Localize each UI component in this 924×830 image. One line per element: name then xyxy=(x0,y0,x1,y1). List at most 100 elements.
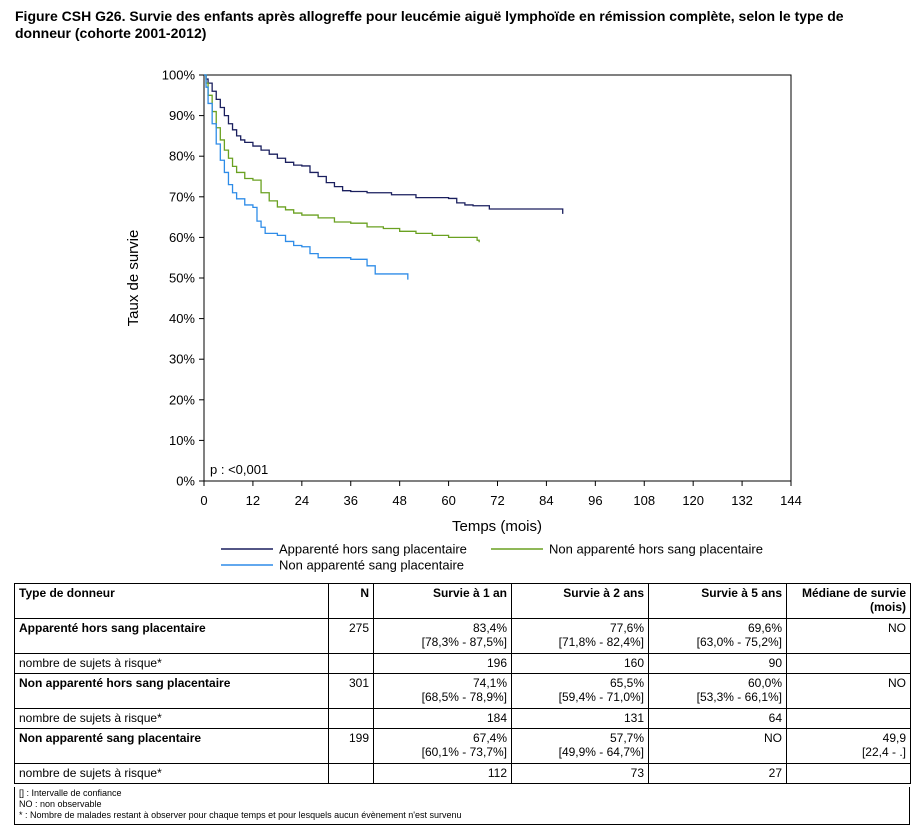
at-risk-1y-cell: 196 xyxy=(373,653,512,674)
survival-5y-cell-value: [63,0% - 75,2%] xyxy=(696,635,782,649)
n-cell: 199 xyxy=(328,728,374,764)
at-risk-2y-cell: 131 xyxy=(511,708,649,729)
y-tick-label: 50% xyxy=(169,271,195,286)
y-axis-label: Taux de survie xyxy=(125,230,142,327)
at-risk-2y-cell-value: 131 xyxy=(623,711,644,725)
survival-1y-cell: 83,4% [78,3% - 87,5%] xyxy=(373,618,512,654)
at-risk-1y-cell-value: 184 xyxy=(486,711,507,725)
at-risk-5y-cell: 27 xyxy=(648,763,787,784)
x-tick-label: 36 xyxy=(344,493,358,508)
y-tick-label: 20% xyxy=(169,392,195,407)
survival-2y-cell-value: [59,4% - 71,0%] xyxy=(558,690,644,704)
plot-frame xyxy=(203,74,792,482)
at-risk-1y-cell-value: 196 xyxy=(486,656,507,670)
survival-5y-cell-value: NO xyxy=(764,731,782,745)
at-risk-1y-cell-value: 112 xyxy=(487,766,507,780)
series-line-2 xyxy=(204,74,480,243)
survival-5y-cell-value: [53,3% - 66,1%] xyxy=(696,690,782,704)
col-header-n: N xyxy=(328,583,374,619)
donor-type-cell-value: Apparenté hors sang placentaire xyxy=(19,621,206,635)
col-header-donor-type: Type de donneur xyxy=(14,583,329,619)
col-header-survival-5y: Survie à 5 ans xyxy=(648,583,787,619)
y-tick-label: 80% xyxy=(169,149,195,164)
y-tick-label: 60% xyxy=(169,230,195,245)
donor-type-cell: Non apparenté hors sang placentaire xyxy=(14,673,329,709)
table-row: Non apparenté sang placentaire 199 67,4% [6… xyxy=(14,728,911,764)
at-risk-5y-cell: 64 xyxy=(648,708,787,729)
at-risk-2y-cell-value: 160 xyxy=(623,656,644,670)
at-risk-label-cell: nombre de sujets à risque* xyxy=(14,763,329,784)
x-tick-label: 24 xyxy=(295,493,309,508)
survival-2y-cell: 77,6% [71,8% - 82,4%] xyxy=(511,618,649,654)
y-tick-label: 40% xyxy=(169,311,195,326)
col-header-median: Médiane de survie (mois) xyxy=(786,583,911,619)
x-tick-label: 48 xyxy=(392,493,406,508)
median-cell-value: 49,9 xyxy=(882,731,906,745)
survival-1y-cell-value: 67,4% xyxy=(472,731,507,745)
survival-table: Type de donneur N Survie à 1 an Survie à… xyxy=(14,583,911,784)
median-cell-value: NO xyxy=(888,621,906,635)
legend-label: Non apparenté hors sang placentaire xyxy=(549,542,763,557)
series-line-1 xyxy=(204,74,564,214)
survival-2y-cell: 65,5% [59,4% - 71,0%] xyxy=(511,673,649,709)
survival-1y-cell-value: 74,1% xyxy=(472,676,507,690)
table-row-at-risk: nombre de sujets à risque* 196 160 90 xyxy=(14,653,911,674)
x-tick-label: 72 xyxy=(490,493,504,508)
y-tick-label: 0% xyxy=(176,474,195,489)
at-risk-label-cell-value: nombre de sujets à risque* xyxy=(19,766,162,780)
median-cell-value: [22,4 - .] xyxy=(861,745,906,759)
survival-5y-cell-value: 69,6% xyxy=(747,621,782,635)
at-risk-2y-cell: 160 xyxy=(511,653,649,674)
at-risk-label-cell-value: nombre de sujets à risque* xyxy=(19,656,162,670)
survival-5y-cell: 69,6% [63,0% - 75,2%] xyxy=(648,618,787,654)
col-header-survival-1y: Survie à 1 an xyxy=(373,583,512,619)
p-value-annotation: p : <0,001 xyxy=(210,462,268,477)
survival-2y-cell: 57,7% [49,9% - 64,7%] xyxy=(511,728,649,764)
n-cell-value: 275 xyxy=(348,621,369,635)
at-risk-median-cell xyxy=(786,653,911,674)
at-risk-n-cell xyxy=(328,708,374,729)
table-row: Non apparenté hors sang placentaire 301 74… xyxy=(14,673,911,709)
n-cell: 275 xyxy=(328,618,374,654)
survival-1y-cell: 74,1% [68,5% - 78,9%] xyxy=(373,673,512,709)
y-tick-label: 90% xyxy=(169,108,195,123)
x-tick-label: 144 xyxy=(780,493,802,508)
survival-5y-cell-value: 60,0% xyxy=(747,676,782,690)
donor-type-cell-value: Non apparenté hors sang placentaire xyxy=(19,676,231,690)
series-line-3 xyxy=(204,74,409,280)
x-tick-label: 84 xyxy=(539,493,553,508)
at-risk-n-cell xyxy=(328,653,374,674)
legend-label: Non apparenté sang placentaire xyxy=(279,558,464,573)
x-tick-label: 108 xyxy=(633,493,655,508)
survival-1y-cell-value: [68,5% - 78,9%] xyxy=(421,690,507,704)
y-tick-label: 10% xyxy=(169,433,195,448)
table-row-at-risk: nombre de sujets à risque* 184 131 64 xyxy=(14,708,911,729)
footnote-at-risk: * : Nombre de malades restant à observer… xyxy=(19,810,462,820)
x-tick-label: 60 xyxy=(441,493,455,508)
x-axis-label: Temps (mois) xyxy=(452,518,542,535)
y-tick-label: 30% xyxy=(169,352,195,367)
survival-1y-cell: 67,4% [60,1% - 73,7%] xyxy=(373,728,512,764)
y-tick-label: 100% xyxy=(162,68,196,83)
median-cell: NO xyxy=(786,673,911,709)
footnote-ci: [] : Intervalle de confiance xyxy=(19,788,122,798)
at-risk-2y-cell-value: 73 xyxy=(630,766,644,780)
x-tick-label: 96 xyxy=(588,493,602,508)
figure-title: Figure CSH G26. Survie des enfants après… xyxy=(15,8,844,41)
x-tick-label: 132 xyxy=(731,493,753,508)
x-tick-label: 12 xyxy=(246,493,260,508)
at-risk-median-cell xyxy=(786,708,911,729)
survival-chart: 0% 10% 20% 30% 40% 50% 60% 70% 80% 90% 100% 0 12 24 3… xyxy=(125,68,802,573)
at-risk-2y-cell: 73 xyxy=(511,763,649,784)
median-cell: NO xyxy=(786,618,911,654)
n-cell: 301 xyxy=(328,673,374,709)
x-tick-label: 0 xyxy=(200,493,207,508)
at-risk-median-cell xyxy=(786,763,911,784)
n-cell-value: 199 xyxy=(348,731,369,745)
at-risk-label-cell: nombre de sujets à risque* xyxy=(14,653,329,674)
col-header-survival-2y: Survie à 2 ans xyxy=(511,583,649,619)
survival-5y-cell: NO xyxy=(648,728,787,764)
donor-type-cell-value: Non apparenté sang placentaire xyxy=(19,731,202,745)
footnote-no: NO : non observable xyxy=(19,799,102,809)
legend: Apparenté hors sang placentaire Non appar… xyxy=(221,542,763,573)
